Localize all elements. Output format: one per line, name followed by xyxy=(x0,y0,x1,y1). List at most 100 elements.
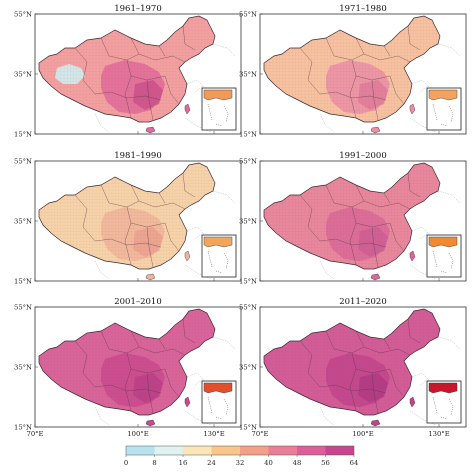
province-boundary xyxy=(182,318,196,344)
inset-dashes xyxy=(207,250,229,274)
panel-title: 1981–1990 xyxy=(114,151,162,161)
lat-label: 15°N xyxy=(239,278,257,286)
south-china-sea-inset xyxy=(201,234,237,278)
lat-label: 35°N xyxy=(14,218,32,226)
panel-title: 2011–2020 xyxy=(339,297,387,307)
province-boundary xyxy=(299,194,321,242)
map-panel: 1981–1990 55°N 35°N 15°N xyxy=(14,151,242,286)
colorbar-segment xyxy=(211,446,240,455)
province-boundary xyxy=(355,37,411,63)
map-panel: 1961–1970 55°N 35°N 15°N xyxy=(14,4,242,139)
panel-title: 1971–1980 xyxy=(339,4,387,14)
taiwan-island xyxy=(184,250,191,262)
province-boundary xyxy=(389,75,405,105)
province-boundary xyxy=(383,338,391,350)
neighbor-boundary xyxy=(319,260,335,280)
province-boundary xyxy=(126,59,166,81)
province-boundary xyxy=(351,59,391,81)
lon-label: 130°E xyxy=(203,430,224,438)
lat-label: 15°N xyxy=(14,278,32,286)
province-boundary xyxy=(124,222,132,266)
colorbar-tick-label: 40 xyxy=(264,459,273,467)
neighbor-boundary xyxy=(411,372,429,386)
neighbor-boundary xyxy=(94,113,110,133)
province-boundary xyxy=(351,352,391,374)
province-boundary xyxy=(164,222,180,252)
province-boundary xyxy=(349,75,357,119)
panel-title: 2001–2010 xyxy=(114,297,162,307)
province-boundary xyxy=(325,330,365,354)
hainan-island xyxy=(370,419,381,427)
province-boundary xyxy=(158,338,166,350)
lat-label: 15°N xyxy=(14,424,32,432)
province-boundary xyxy=(371,226,379,268)
colorbar-tick-label: 24 xyxy=(207,459,216,467)
south-china-sea-inset xyxy=(426,234,462,278)
hainan-island xyxy=(145,419,156,427)
lat-label: 35°N xyxy=(239,364,257,372)
south-china-sea-inset xyxy=(201,87,237,131)
china-outline xyxy=(263,15,441,123)
province-boundary xyxy=(319,384,387,394)
colorbar-segment xyxy=(154,446,183,455)
province-boundary xyxy=(349,222,357,266)
province-boundary xyxy=(74,194,96,242)
province-boundary xyxy=(158,45,166,57)
colorbar-tick-label: 56 xyxy=(321,459,330,467)
province-boundary xyxy=(355,184,411,210)
province-boundary xyxy=(100,330,140,354)
province-boundary xyxy=(389,222,405,252)
province-boundary xyxy=(319,238,387,248)
province-boundary xyxy=(126,206,166,228)
lat-label: 35°N xyxy=(14,364,32,372)
inset-dashes xyxy=(432,103,454,127)
lon-label: 70°E xyxy=(251,430,268,438)
province-boundary xyxy=(94,384,162,394)
colorbar-segment xyxy=(240,446,269,455)
hainan-island xyxy=(370,126,381,134)
province-boundary xyxy=(325,37,365,61)
colorbar-tick-label: 64 xyxy=(350,459,359,467)
province-boundary xyxy=(100,184,140,208)
china-outline xyxy=(38,15,216,123)
hainan-island xyxy=(145,273,156,281)
inset-coast xyxy=(203,89,233,101)
lat-label: 55°N xyxy=(239,304,257,312)
province-boundary xyxy=(94,238,162,248)
colorbar-tick-label: 48 xyxy=(293,459,302,467)
colorbar-segment xyxy=(126,446,155,455)
lon-label: 130°E xyxy=(428,430,449,438)
colorbar-tick-label: 16 xyxy=(179,459,188,467)
province-boundary xyxy=(94,91,162,101)
china-outline xyxy=(38,162,216,270)
colorbar-segment xyxy=(183,446,212,455)
panel-title: 1961–1970 xyxy=(114,4,162,14)
inset-dashes xyxy=(432,250,454,274)
lat-label: 15°N xyxy=(14,131,32,139)
neighbor-boundary xyxy=(319,406,335,426)
hainan-island xyxy=(145,126,156,134)
colorbar-segment xyxy=(297,446,326,455)
taiwan-island xyxy=(409,396,416,408)
colorbar-tick-label: 32 xyxy=(236,459,245,467)
neighbor-boundary xyxy=(411,79,429,93)
province-boundary xyxy=(355,330,411,356)
colorbar-segment xyxy=(325,446,354,455)
panel-title: 1991–2000 xyxy=(339,151,387,161)
neighbor-boundary xyxy=(94,260,110,280)
neighbor-boundary xyxy=(94,406,110,426)
lat-label: 55°N xyxy=(14,11,32,19)
lon-label: 100°E xyxy=(127,430,148,438)
province-boundary xyxy=(182,25,196,51)
neighbor-boundary xyxy=(186,79,204,93)
colorbar-tick-label: 0 xyxy=(124,459,128,467)
province-boundary xyxy=(74,47,96,95)
hainan-island xyxy=(370,273,381,281)
inset-dashes xyxy=(207,103,229,127)
province-boundary xyxy=(146,372,154,414)
china-outline xyxy=(263,308,441,416)
lat-label: 55°N xyxy=(239,11,257,19)
inset-dashes xyxy=(432,396,454,420)
lat-label: 15°N xyxy=(239,424,257,432)
